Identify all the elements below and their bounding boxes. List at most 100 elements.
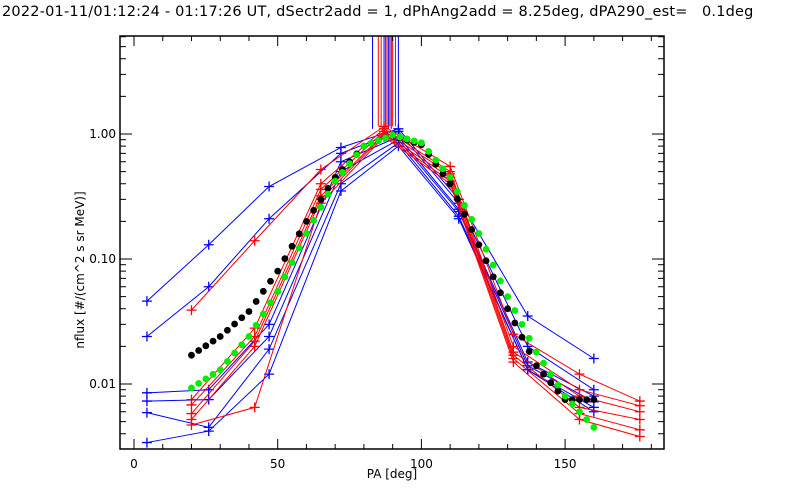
series-red-1 — [186, 121, 645, 407]
fit-point — [504, 305, 512, 313]
fit-point — [576, 396, 583, 404]
fit-point — [532, 362, 540, 370]
fit-point — [518, 320, 526, 328]
fit-point — [216, 333, 224, 340]
data-point-plus — [508, 356, 519, 367]
data-point-plus — [249, 402, 260, 413]
fit-point — [403, 135, 411, 143]
fit-point — [446, 180, 454, 188]
fit-point — [338, 168, 346, 176]
fit-point — [547, 370, 555, 378]
fit-point — [367, 139, 375, 147]
fit-point — [374, 137, 382, 145]
fit-point — [353, 151, 361, 159]
fit-point — [188, 351, 195, 359]
series-layer — [141, 121, 645, 448]
fit-point — [525, 334, 533, 342]
fit-point — [540, 359, 547, 367]
fit-point — [439, 170, 447, 178]
fit-point — [231, 349, 238, 357]
data-point-plus — [264, 213, 275, 224]
series-blue-3 — [141, 131, 599, 402]
fit-point — [554, 387, 562, 395]
fit-point — [482, 245, 490, 253]
series-line — [146, 128, 595, 359]
data-point-plus — [574, 414, 585, 425]
fit-point — [310, 206, 318, 214]
data-point-plus — [141, 296, 152, 307]
series-line — [191, 125, 641, 402]
fit-point — [238, 341, 246, 349]
fit-point — [259, 310, 267, 318]
fit-point — [288, 259, 296, 266]
data-point-plus — [264, 319, 275, 330]
fit-point — [511, 319, 519, 327]
fit-point — [245, 308, 253, 315]
data-point-plus — [264, 344, 275, 355]
fit-point — [475, 241, 483, 249]
series-black-fit — [188, 131, 598, 404]
series-line — [191, 136, 640, 438]
fit-point — [432, 156, 440, 164]
fit-point — [446, 173, 454, 181]
fit-point — [561, 392, 569, 400]
fit-point — [188, 384, 195, 392]
fit-point — [468, 216, 476, 223]
data-point-plus — [141, 407, 152, 418]
fit-point — [518, 333, 526, 341]
x-tick-label: 100 — [410, 457, 433, 471]
fit-point — [195, 347, 203, 354]
fit-point — [324, 184, 332, 192]
fit-point — [453, 187, 461, 195]
fit-point — [497, 277, 504, 285]
series-blue-4 — [141, 134, 599, 407]
fit-point — [547, 379, 555, 387]
fit-point — [310, 216, 318, 224]
plot-frame — [119, 35, 665, 450]
fit-point — [288, 242, 296, 250]
fit-point — [224, 326, 231, 334]
series-line — [146, 136, 595, 397]
fit-point — [267, 299, 274, 307]
fit-point — [259, 287, 267, 295]
fit-point — [295, 230, 303, 238]
fit-point — [303, 217, 310, 225]
fit-point — [245, 333, 253, 340]
series-line — [146, 139, 595, 403]
fit-point — [568, 400, 576, 408]
fit-point — [482, 257, 490, 265]
y-axis-label: nflux [#/(cm^2 s sr MeV)] — [73, 191, 87, 348]
fit-point — [195, 379, 203, 387]
fit-point — [274, 288, 282, 295]
fit-point — [202, 342, 210, 350]
data-point-plus — [141, 396, 152, 407]
fit-point — [583, 416, 591, 423]
fit-point — [418, 139, 425, 147]
data-point-plus — [264, 181, 275, 192]
fit-point — [324, 190, 332, 198]
fit-point — [238, 314, 246, 322]
series-line — [191, 133, 640, 420]
data-point-plus — [141, 437, 152, 448]
fit-point — [540, 370, 547, 378]
fit-point — [425, 148, 432, 155]
fit-point — [331, 177, 339, 185]
data-point-plus — [522, 310, 533, 321]
fit-point — [303, 230, 310, 237]
fit-point — [317, 203, 325, 211]
data-point-plus — [634, 431, 645, 442]
data-point-plus — [203, 239, 214, 250]
fit-point — [274, 267, 282, 275]
data-point-plus — [508, 329, 519, 340]
fit-point — [224, 358, 231, 365]
x-tick-label: 50 — [270, 457, 285, 471]
x-axis-label: PA [deg] — [367, 467, 417, 481]
fit-point — [202, 375, 210, 383]
fit-point — [439, 165, 447, 173]
fit-point — [216, 366, 224, 374]
data-point-plus — [574, 369, 585, 380]
y-tick-label: 0.01 — [89, 377, 116, 391]
data-point-plus — [335, 185, 346, 196]
data-point-plus — [186, 419, 197, 430]
